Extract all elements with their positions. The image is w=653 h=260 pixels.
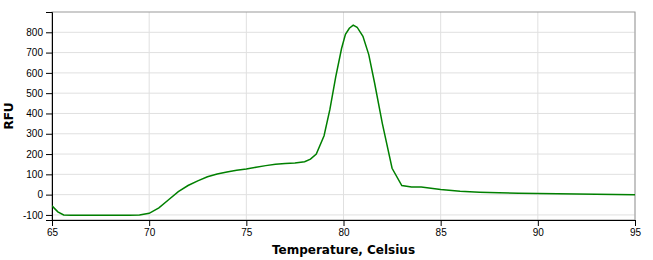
tick-label: 95 [630,227,642,238]
tick: 100 [26,169,52,180]
grid-line [52,72,635,73]
grid-line [52,133,635,134]
y-axis-title: RFU [2,102,16,129]
tick-mark [46,53,52,54]
tick-mark [46,154,52,155]
x-axis: 65 70 75 80 85 90 95 [47,220,642,238]
plot: 65 70 75 80 85 90 95 -100 0 100 200 300 400 500 600 700… [23,12,642,238]
tick-label: 800 [26,27,43,38]
line [52,25,635,215]
series [52,25,635,215]
grid-line [537,12,538,220]
tick-label: 500 [26,88,43,99]
tick-mark [46,73,52,74]
tick: 75 [241,220,253,238]
tick: 400 [26,108,52,119]
tick-mark [46,174,52,175]
tick: 300 [26,128,52,139]
tick-label: 300 [26,128,43,139]
tick: 90 [533,220,545,238]
tick-label: 75 [241,227,253,238]
tick-mark [441,220,442,226]
tick: -100 [23,210,52,221]
tick-label: 70 [144,227,156,238]
tick-mark [46,134,52,135]
tick: 200 [26,149,52,160]
grid-line [246,12,247,220]
grid-line [52,32,635,33]
grid-line [52,174,635,175]
tick-label: 85 [436,227,448,238]
grid-line [52,93,635,94]
axis-line [46,13,53,221]
tick-label: 600 [26,68,43,79]
tick-mark [46,32,52,33]
tick: 700 [26,47,52,58]
grid [52,12,635,220]
tick: 600 [26,68,52,79]
tick-mark [149,220,150,226]
tick-label: 90 [533,227,545,238]
tick-label: 200 [26,149,43,160]
tick: 800 [26,27,52,38]
tick-label: 400 [26,108,43,119]
tick-label: 100 [26,169,43,180]
chart: 65 70 75 80 85 90 95 -100 0 100 200 300 400 500 600 700… [0,0,653,260]
tick-label: 80 [338,227,350,238]
tick-label: -100 [23,210,43,221]
y-axis: -100 0 100 200 300 400 500 600 700 800 [23,13,53,221]
tick: 80 [338,220,350,238]
tick-mark [46,215,52,216]
x-axis-title: Temperature, Celsius [272,243,415,257]
tick: 0 [37,189,52,200]
axis-line [53,221,636,227]
tick: 65 [47,220,59,238]
tick-mark [46,93,52,94]
tick-mark [344,220,345,226]
tick-mark [538,220,539,226]
grid-line [52,154,635,155]
grid-line [52,113,635,114]
tick-label: 65 [47,227,59,238]
tick: 95 [630,220,642,238]
tick-label: 700 [26,47,43,58]
tick-mark [635,220,636,226]
tick-mark [46,113,52,114]
tick: 85 [436,220,448,238]
tick: 70 [144,220,156,238]
tick: 500 [26,88,52,99]
tick-label: 0 [37,189,43,200]
tick-mark [46,195,52,196]
plot-frame [52,12,635,220]
grid-line [149,12,150,220]
tick-mark [246,220,247,226]
grid-line [52,52,635,53]
